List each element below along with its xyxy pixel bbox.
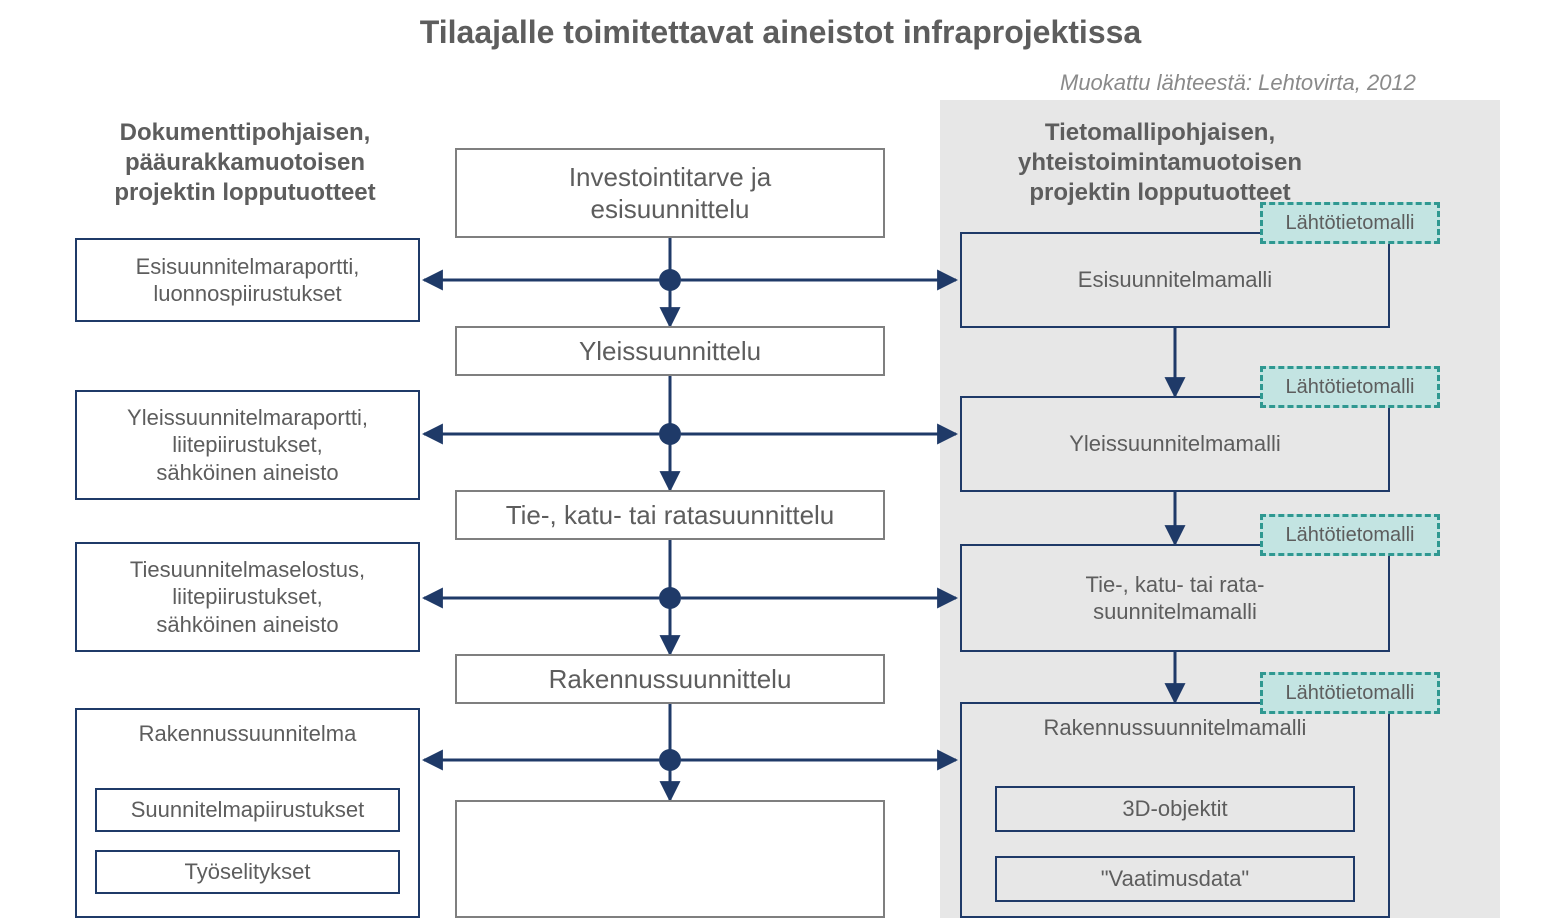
right-output-r1-tag: Lähtötietomalli [1260,366,1440,408]
right-output-r3-tag: Lähtötietomalli [1260,672,1440,714]
center-phase-p3: Rakennussuunnittelu [455,654,885,704]
left-output-l2: Tiesuunnitelmaselostus, liitepiirustukse… [75,542,420,652]
right-output-r3-inner-1: "Vaatimusdata" [995,856,1355,902]
right-output-r0: Esisuunnitelmamalli [960,232,1390,328]
right-column-heading: Tietomallipohjaisen, yhteistoimintamuoto… [975,118,1345,208]
diagram-stage: Tilaajalle toimitettavat aineistot infra… [0,0,1561,918]
left-output-l0: Esisuunnitelmaraportti, luonnospiirustuk… [75,238,420,322]
source-citation: Muokattu lähteestä: Lehtovirta, 2012 [1060,70,1441,96]
diagram-title: Tilaajalle toimitettavat aineistot infra… [0,14,1561,51]
left-output-l3-inner-0: Suunnitelmapiirustukset [95,788,400,832]
center-phase-p0: Investointitarve ja esisuunnittelu [455,148,885,238]
right-output-r3-inner-0: 3D-objektit [995,786,1355,832]
center-phase-p4 [455,800,885,918]
right-output-r1: Yleissuunnitelmamalli [960,396,1390,492]
center-phase-p2: Tie-, katu- tai ratasuunnittelu [455,490,885,540]
center-phase-p1: Yleissuunnittelu [455,326,885,376]
left-column-heading: Dokumenttipohjaisen, pääurakkamuotoisen … [80,118,410,208]
right-output-r2-tag: Lähtötietomalli [1260,514,1440,556]
right-output-r2: Tie-, katu- tai rata- suunnitelmamalli [960,544,1390,652]
right-output-r0-tag: Lähtötietomalli [1260,202,1440,244]
left-output-l1: Yleissuunnitelmaraportti, liitepiirustuk… [75,390,420,500]
left-output-l3-inner-1: Työselitykset [95,850,400,894]
